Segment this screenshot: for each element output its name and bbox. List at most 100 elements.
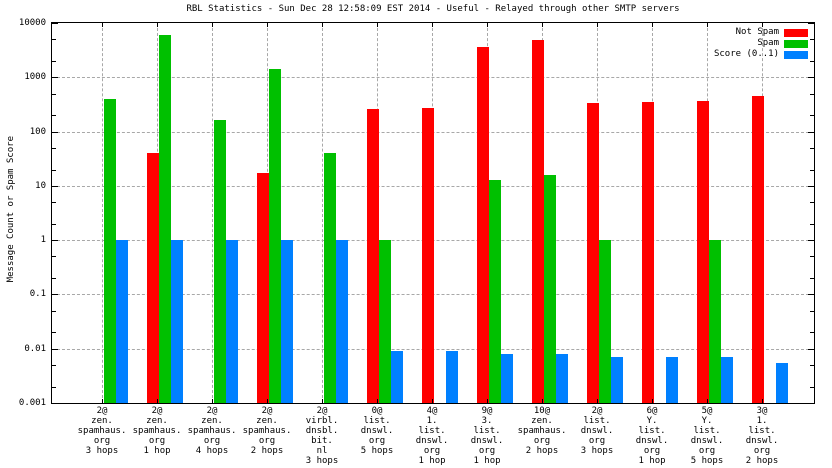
x-tick-label-line: dnswl.	[690, 436, 724, 446]
bar-score	[776, 362, 788, 403]
x-tick-label: 5@ Y. list. dnswl. org 5 hops	[677, 406, 737, 466]
x-tick-label-line: 5@	[701, 406, 713, 416]
x-tick-label: 2@ virbl. dnsbl. bit. nl 3 hops	[292, 406, 352, 466]
x-tic	[652, 23, 653, 27]
x-tic	[212, 23, 213, 27]
v-gridline	[322, 23, 323, 403]
x-tick-label-line: list.	[693, 426, 721, 436]
y-major-tic	[52, 23, 58, 24]
h-gridline	[52, 77, 814, 79]
y-minor-tic	[52, 169, 56, 171]
x-tick-label-line: 9@	[481, 406, 493, 416]
bar-not-spam	[422, 108, 434, 403]
bar-spam	[269, 69, 281, 403]
x-tick-label: 6@ Y. list. dnswl. org 1 hop	[622, 406, 682, 466]
bar-spam	[709, 240, 721, 403]
y-minor-tic	[810, 39, 814, 41]
bar-score	[501, 353, 513, 403]
x-tick-label-line: 3 hops	[85, 446, 119, 456]
x-tick-label-line: dnswl.	[635, 436, 669, 446]
x-tick-label-line: 2@	[591, 406, 603, 416]
x-tic	[487, 23, 488, 27]
legend-item: Score (0..1)	[714, 50, 808, 59]
x-tick-label-line: 1 hop	[143, 446, 171, 456]
legend-swatch	[784, 28, 808, 37]
x-tick-label-line: dnswl.	[360, 426, 394, 436]
x-tick-label-line: dnswl.	[470, 436, 504, 446]
y-major-tic	[52, 403, 58, 404]
bar-score	[556, 353, 568, 403]
y-minor-tic	[810, 202, 814, 204]
x-tick-label-line: org	[423, 446, 441, 456]
bar-score	[446, 351, 458, 403]
x-tic	[377, 23, 378, 27]
x-tick-label-line: org	[93, 436, 111, 446]
x-tick-label-line: list.	[473, 426, 501, 436]
bar-not-spam	[477, 47, 489, 403]
y-tick-label: 0.01	[24, 343, 46, 354]
legend-item: Spam	[714, 39, 808, 48]
x-tick-label-line: 2 hops	[525, 446, 559, 456]
x-tick-label-line: list.	[748, 426, 776, 436]
x-tick-label-line: 3@	[756, 406, 768, 416]
bar-spam	[489, 179, 501, 403]
y-minor-tic	[810, 365, 814, 367]
bar-not-spam	[587, 102, 599, 403]
x-tick-label: 10@ zen. spamhaus. org 2 hops	[512, 406, 572, 456]
x-tic	[597, 399, 598, 403]
x-tick-label-line: virbl.	[305, 416, 339, 426]
y-minor-tic	[810, 147, 814, 149]
x-tick-label-line: Y.	[646, 416, 658, 426]
x-tick-label-line: org	[258, 436, 276, 446]
x-tick-label-line: 0@	[371, 406, 383, 416]
bar-score	[281, 240, 293, 403]
legend-label: Not Spam	[735, 27, 779, 37]
x-tick-label-line: nl	[316, 446, 328, 456]
y-minor-tic	[52, 60, 56, 62]
y-major-tic	[808, 23, 814, 24]
x-tic	[652, 399, 653, 403]
x-tick-label: 0@ list. dnswl. org 5 hops	[347, 406, 407, 456]
x-tick-label-line: 2@	[316, 406, 328, 416]
y-major-tic	[808, 131, 814, 133]
bar-spam	[104, 98, 116, 403]
x-tic	[157, 399, 158, 403]
x-tick-label-line: org	[698, 446, 716, 456]
x-tic	[542, 23, 543, 27]
x-tick-label-line: 2 hops	[250, 446, 284, 456]
y-tick-label: 10000	[18, 18, 46, 28]
x-tick-label-line: org	[478, 446, 496, 456]
bar-score	[666, 357, 678, 403]
x-tick-label-line: org	[203, 436, 221, 446]
x-tick-label-line: zen.	[256, 416, 278, 426]
y-tick-label: 10	[35, 180, 46, 191]
x-tick-label: 3@ 1. list. dnswl. org 2 hops	[732, 406, 792, 466]
x-tick-label-line: org	[368, 436, 386, 446]
x-tick-label-line: dnsbl.	[305, 426, 339, 436]
x-tick-label-line: spamhaus.	[187, 426, 237, 436]
x-tick-label-line: 3 hops	[580, 446, 614, 456]
legend: Not Spam Spam Score (0..1)	[714, 28, 808, 61]
y-minor-tic	[52, 332, 56, 334]
bar-not-spam	[367, 109, 379, 403]
x-tick-label-line: 3 hops	[305, 456, 339, 466]
x-tick-label-line: 10@	[533, 406, 551, 416]
y-minor-tic	[52, 223, 56, 225]
legend-label: Spam	[757, 38, 779, 48]
x-tic	[267, 23, 268, 27]
y-tick-label: 1000	[24, 72, 46, 83]
x-tick-label-line: 3.	[481, 416, 493, 426]
y-minor-tic	[810, 93, 814, 95]
x-tick-label-line: dnswl.	[580, 426, 614, 436]
bar-not-spam	[532, 39, 544, 403]
bar-not-spam	[257, 173, 269, 403]
y-tick-label: 0.001	[18, 398, 46, 408]
y-minor-tic	[52, 256, 56, 258]
x-tick-label-line: 4 hops	[195, 446, 229, 456]
y-major-tic	[808, 240, 814, 242]
x-tick-label: 2@ zen. spamhaus. org 4 hops	[182, 406, 242, 456]
x-tick-label-line: zen.	[91, 416, 113, 426]
y-major-tic	[52, 348, 58, 350]
x-tic	[322, 23, 323, 27]
